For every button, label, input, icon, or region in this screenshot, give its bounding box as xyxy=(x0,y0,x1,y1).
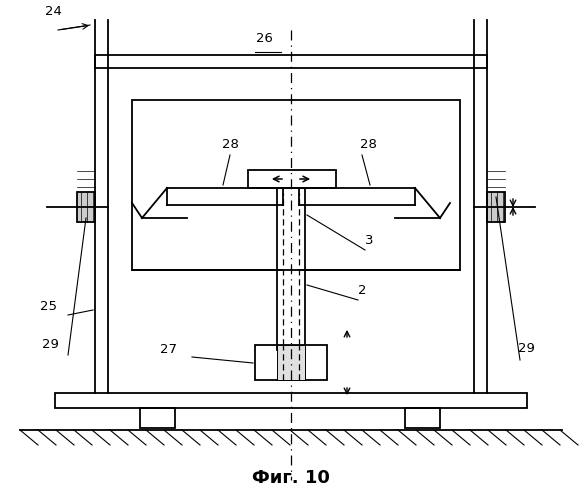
Bar xyxy=(132,100,460,270)
Text: 28: 28 xyxy=(360,138,377,151)
Text: 3: 3 xyxy=(365,234,374,247)
Text: 27: 27 xyxy=(160,343,177,356)
Text: 29: 29 xyxy=(42,338,59,351)
Text: 25: 25 xyxy=(40,300,57,313)
Bar xyxy=(405,408,440,428)
Bar xyxy=(77,192,95,222)
Bar xyxy=(255,345,327,380)
Bar xyxy=(487,192,505,222)
Text: Фиг. 10: Фиг. 10 xyxy=(252,469,330,487)
Bar xyxy=(277,345,305,380)
Text: 2: 2 xyxy=(358,284,367,297)
Text: 28: 28 xyxy=(222,138,239,151)
Bar xyxy=(248,170,336,188)
Text: 29: 29 xyxy=(518,342,535,355)
Bar xyxy=(277,188,305,350)
Bar xyxy=(55,393,527,408)
Text: 26: 26 xyxy=(256,32,273,45)
Bar xyxy=(140,408,175,428)
Text: 24: 24 xyxy=(45,5,62,18)
Bar xyxy=(95,55,487,68)
